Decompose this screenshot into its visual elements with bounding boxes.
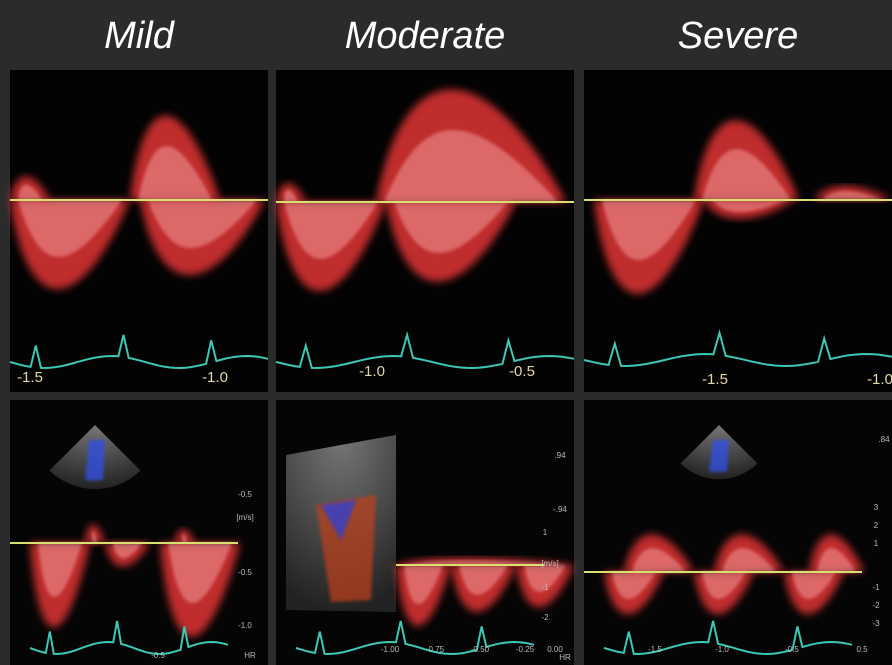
scale-label: -1.0 xyxy=(238,621,252,630)
scale-label: -0.5 xyxy=(509,363,535,380)
scale-label: -.94 xyxy=(553,505,567,514)
scale-label: -1.0 xyxy=(359,363,385,380)
scale-label: [m/s] xyxy=(541,559,558,568)
panel-title: Mild xyxy=(104,15,176,57)
scale-label: -1.0 xyxy=(715,645,729,654)
panel: Moderate -1.0 -0.5 .94 -.94 1 [m/s] -1 -2 -1.00 -0… xyxy=(276,15,574,665)
panel-title: Severe xyxy=(678,15,798,57)
scale-label: -1 xyxy=(541,583,549,592)
scale-label: -0.25 xyxy=(516,645,535,654)
scale-label: 0.5 xyxy=(856,645,868,654)
scale-label: HR xyxy=(244,651,256,660)
scale-label: 2 xyxy=(874,521,879,530)
figure: Mild-1.5-1.0-0.5[m/s]-0.5-1.0-0.5HRModer… xyxy=(0,0,892,665)
scale-label: -0.75 xyxy=(426,645,445,654)
scale-label: -0.50 xyxy=(471,645,490,654)
panel: Mild -1.5 -1.0 -0.5 [m/s] -0.5 -1.0 -0.5 HR xyxy=(10,15,268,665)
scale-label: -0.5 xyxy=(151,651,165,660)
panel-title: Moderate xyxy=(345,15,506,57)
scale-label: -2 xyxy=(872,601,880,610)
scale-label: -1.0 xyxy=(867,371,892,388)
scale-label: -1.5 xyxy=(702,371,728,388)
scale-label: -0.5 xyxy=(785,645,799,654)
scale-label: -1.0 xyxy=(202,369,228,386)
panel: Severe -1.5 -1.0 .84 3 2 1 -1 -2 -3 -1.5 -1.0 -0.5 0.… xyxy=(584,15,892,665)
scale-label: .94 xyxy=(554,451,566,460)
scale-label: 1 xyxy=(874,539,879,548)
scale-label: 1 xyxy=(543,528,548,537)
scale-label: -1.5 xyxy=(17,369,43,386)
scale-label: -1 xyxy=(872,583,880,592)
scale-label: -1.00 xyxy=(381,645,400,654)
scale-label: 3 xyxy=(874,503,879,512)
scale-label: -0.5 xyxy=(238,490,252,499)
bottom-image xyxy=(584,400,892,665)
scale-label: [m/s] xyxy=(236,513,253,522)
scale-label: .84 xyxy=(878,435,890,444)
scale-label: -2 xyxy=(541,613,549,622)
scale-label: -0.5 xyxy=(238,568,252,577)
bottom-image xyxy=(10,400,268,665)
scale-label: -3 xyxy=(872,619,880,628)
scale-label: -1.5 xyxy=(648,645,662,654)
scale-label: HR xyxy=(559,653,571,662)
